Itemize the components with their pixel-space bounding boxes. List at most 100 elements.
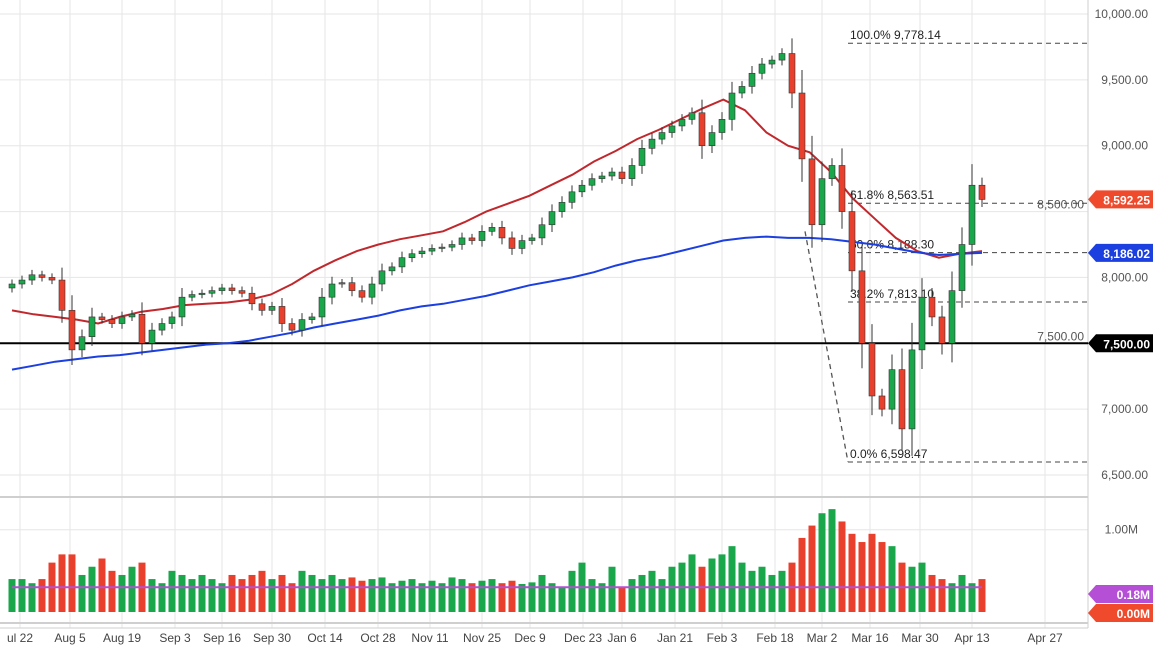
volume-bar (318, 579, 326, 612)
candle (238, 290, 246, 294)
fib-trend-line (804, 231, 849, 463)
candle (68, 310, 76, 351)
volume-bar (498, 583, 506, 612)
volume-bar (58, 554, 66, 612)
volume-bar (868, 533, 876, 612)
price-tick-label: 7,000.00 (1101, 402, 1148, 416)
volume-bar (638, 574, 646, 612)
candle (748, 72, 756, 87)
candle (908, 349, 916, 430)
volume-bar (128, 566, 136, 612)
candle (118, 316, 126, 324)
volume-bar (438, 583, 446, 612)
volume-bar (728, 546, 736, 612)
candle (828, 165, 836, 179)
candle (228, 287, 236, 291)
date-tick-label: Apr 27 (1027, 631, 1063, 645)
candle (268, 306, 276, 311)
candle (968, 184, 976, 245)
candle (188, 294, 196, 298)
candle (578, 184, 586, 193)
candle (468, 237, 476, 241)
candle (128, 314, 136, 318)
candle (48, 277, 56, 281)
candle (728, 92, 736, 120)
volume-bar (448, 577, 456, 612)
volume-bar (718, 554, 726, 612)
price-tick-label: 7,500.00 (1037, 329, 1084, 343)
price-badge-bg (1088, 243, 1153, 262)
volume-bar (478, 580, 486, 612)
volume-bar (848, 533, 856, 612)
candle (608, 171, 616, 177)
volume-bar (278, 574, 286, 612)
volume-bar (208, 579, 216, 612)
price-tick-label: 10,000.00 (1095, 7, 1149, 21)
volume-bar (338, 579, 346, 612)
volume-bar (458, 579, 466, 612)
candle (658, 132, 666, 140)
volume-bar (348, 577, 356, 612)
volume-bar (928, 574, 936, 612)
candle (198, 292, 206, 295)
candle (718, 119, 726, 133)
date-tick-label: Mar 30 (901, 631, 939, 645)
volume-bar (958, 574, 966, 612)
volume-bar (858, 542, 866, 612)
volume-bar (708, 558, 716, 612)
volume-badge: 0.00M (1117, 607, 1150, 621)
date-tick-label: Nov 25 (463, 631, 501, 645)
volume-bar (948, 583, 956, 612)
candle (288, 323, 296, 331)
candle (548, 211, 556, 226)
volume-bar (658, 579, 666, 612)
volume-bar (608, 566, 616, 612)
candle (798, 92, 806, 160)
volume-bar (518, 584, 526, 612)
price-tick-label: 9,500.00 (1101, 73, 1148, 87)
volume-bar (968, 583, 976, 612)
candle (508, 237, 516, 249)
volume-bar (78, 574, 86, 612)
volume-bar (88, 566, 96, 612)
volume-bar (798, 537, 806, 612)
volume-bar (18, 579, 26, 612)
price-badge-bg (1088, 190, 1153, 209)
candle (18, 279, 26, 285)
volume-bar (748, 570, 756, 612)
candle (298, 319, 306, 331)
price-tick-label: 8,500.00 (1037, 198, 1084, 212)
volume-bar (68, 554, 76, 612)
candle (948, 290, 956, 344)
volume-bar (228, 574, 236, 612)
volume-bar (618, 587, 626, 612)
moving-average-line-2 (11, 235, 983, 371)
candle (258, 303, 266, 311)
candle (518, 240, 526, 249)
volume-bar (508, 580, 516, 612)
candle (928, 296, 936, 318)
volume-bar (598, 583, 606, 612)
volume-bar (888, 546, 896, 612)
candle (688, 112, 696, 120)
candle (888, 369, 896, 410)
volume-bar (268, 579, 276, 612)
candle (628, 165, 636, 179)
date-tick-label: Aug 19 (103, 631, 141, 645)
volume-bar (768, 574, 776, 612)
volume-bar (588, 579, 596, 612)
fib-level-label: 50.0% 8,188.30 (850, 238, 934, 252)
candle (938, 316, 946, 344)
volume-bar (358, 580, 366, 612)
candle (78, 336, 86, 351)
date-tick-label: Apr 13 (954, 631, 990, 645)
candle (808, 158, 816, 226)
volume-badge: 0.18M (1117, 588, 1150, 602)
volume-bar (398, 580, 406, 612)
candle (378, 270, 386, 285)
candle (348, 282, 356, 291)
candle (818, 178, 826, 226)
candle (668, 125, 676, 133)
date-tick-label: Oct 28 (360, 631, 396, 645)
